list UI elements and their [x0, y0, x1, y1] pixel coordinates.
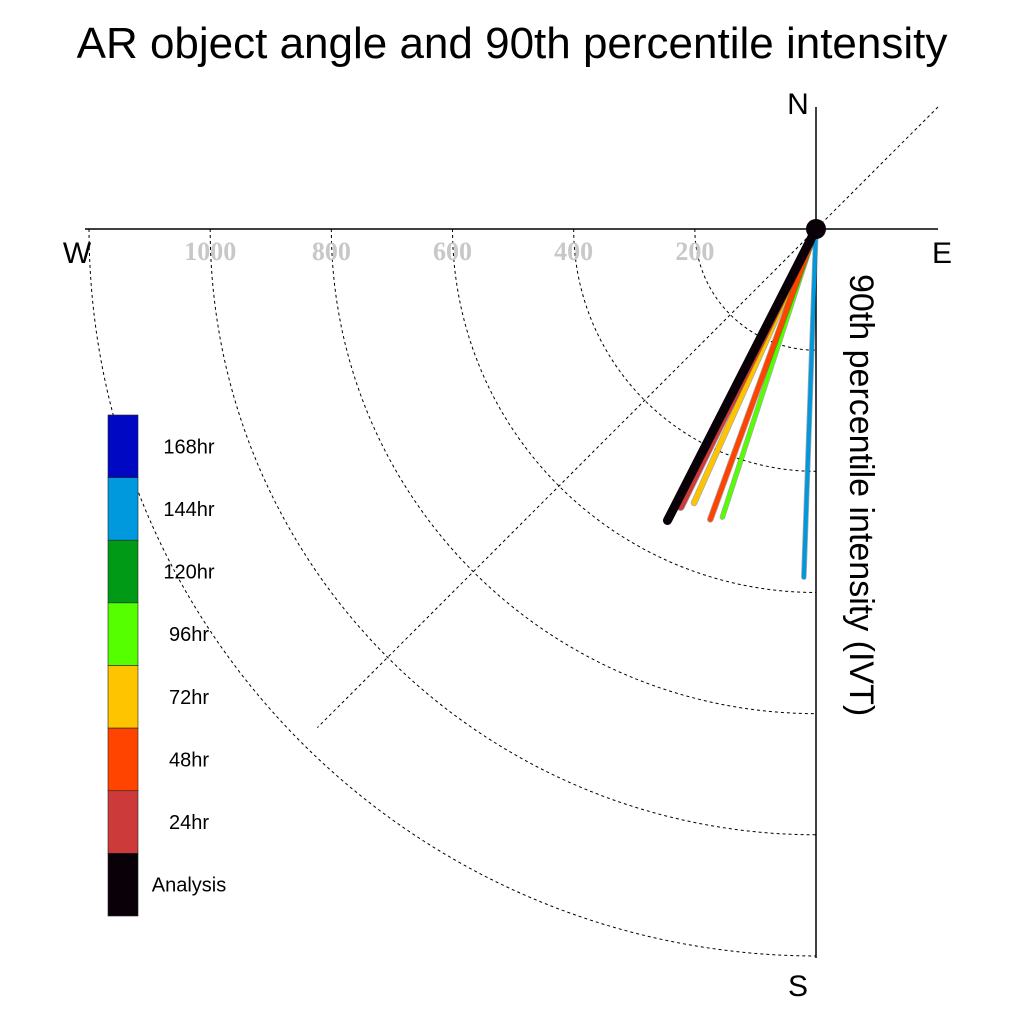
legend-label: 72hr — [169, 687, 209, 709]
grid-ring — [330, 228, 817, 715]
compass-south: S — [788, 970, 808, 1003]
grid-ring — [452, 228, 817, 593]
legend-label: 168hr — [163, 436, 214, 458]
y-axis-label: 90th percentile intensity (IVT) — [842, 274, 880, 716]
vector-analysis — [662, 224, 821, 525]
legend-label: 48hr — [169, 749, 209, 771]
radial-tick-label: 200 — [675, 237, 714, 266]
legend-label: 96hr — [169, 624, 209, 646]
legend-label: 120hr — [163, 562, 214, 584]
legend-swatch-144hr — [107, 477, 139, 541]
legend-swatch-analysis — [107, 853, 139, 917]
legend-label: Analysis — [152, 875, 226, 897]
grid-ring — [209, 228, 817, 836]
legend-swatch-24hr — [107, 790, 139, 854]
grid-ring — [88, 228, 817, 957]
radial-tick-labels: 200 400 600 800 1000 — [184, 237, 714, 266]
vector-48hr — [707, 226, 819, 522]
compass-east: E — [932, 237, 952, 270]
grid-ring — [694, 228, 817, 351]
origin-marker — [806, 219, 826, 239]
grid-diagonal — [317, 106, 939, 728]
legend-swatch-168hr — [107, 414, 139, 478]
legend-label: 144hr — [163, 499, 214, 521]
radial-tick-label: 1000 — [184, 237, 236, 266]
radial-tick-label: 400 — [554, 237, 593, 266]
radial-tick-label: 600 — [433, 237, 472, 266]
vector-144hr — [801, 227, 818, 580]
legend-swatch-48hr — [107, 727, 139, 792]
compass-west: W — [63, 237, 92, 270]
legend-swatch-96hr — [107, 602, 139, 666]
chart-title: AR object angle and 90th percentile inte… — [77, 19, 948, 68]
compass-north: N — [787, 88, 809, 121]
vector-lines — [662, 224, 821, 580]
polar-grid — [88, 106, 939, 957]
grid-ring — [573, 228, 817, 472]
legend: 168hr 144hr 120hr 96hr 72hr 48hr 24hr Analysis — [107, 414, 226, 917]
legend-swatch-120hr — [107, 539, 139, 604]
legend-label: 24hr — [169, 812, 209, 834]
radial-tick-label: 800 — [312, 237, 351, 266]
legend-swatch-72hr — [107, 665, 139, 729]
